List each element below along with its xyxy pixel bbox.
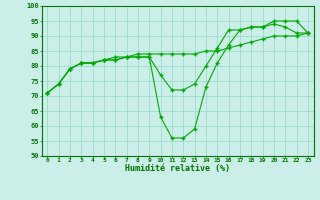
X-axis label: Humidité relative (%): Humidité relative (%) [125, 164, 230, 173]
